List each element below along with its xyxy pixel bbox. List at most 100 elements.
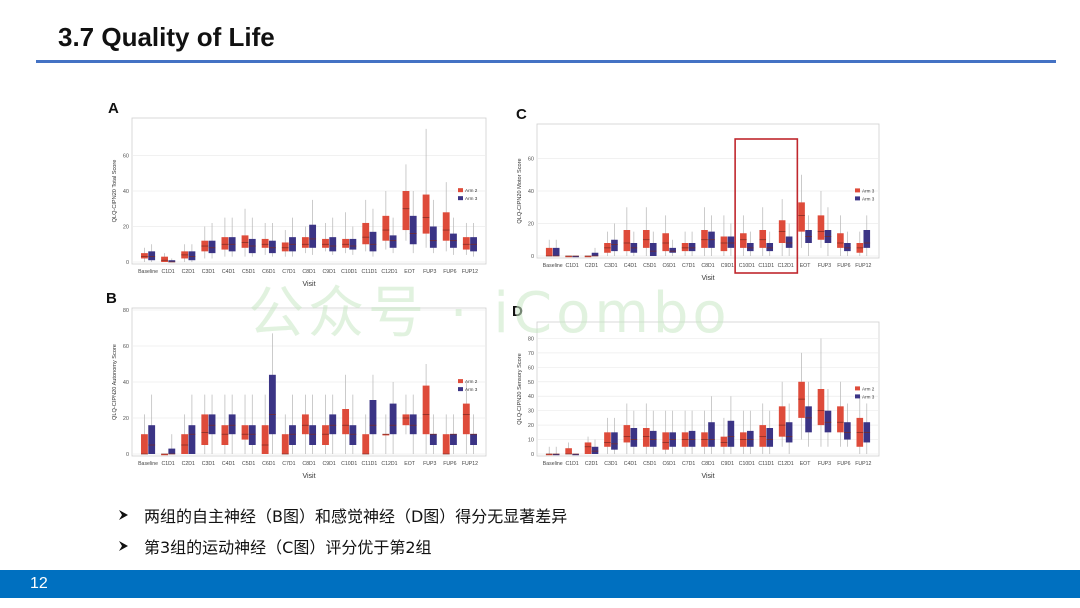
x-tick-label: C2D1 (182, 269, 195, 275)
legend-swatch (855, 196, 860, 201)
chart-panel-a: 0 20 40 60 Baseline C1D1 C2D1 C3D1 C4D1 C5D1 C6D1 C… (112, 117, 487, 288)
box (805, 406, 812, 433)
box (591, 252, 599, 256)
y-axis-label: QLQ-CIPN20 Motor Score (517, 158, 523, 223)
box (591, 446, 599, 454)
box (188, 251, 196, 261)
x-tick-label: Baseline (138, 269, 158, 275)
x-tick-label: C2D1 (585, 461, 598, 467)
x-tick-label: FUP12 (855, 461, 871, 467)
box (248, 425, 256, 445)
box (268, 240, 276, 254)
x-tick-label: C2D1 (585, 263, 598, 269)
box (281, 242, 289, 252)
box (837, 233, 844, 248)
x-tick-label: C11D1 (758, 461, 774, 467)
legend-swatch (855, 386, 860, 391)
x-tick-label: C7D1 (682, 461, 695, 467)
box (442, 212, 450, 241)
x-tick-label: C6D1 (262, 461, 275, 467)
x-tick-label: C4D1 (222, 269, 235, 275)
box (642, 428, 650, 447)
box (362, 434, 370, 454)
box (662, 432, 669, 450)
box (727, 236, 735, 248)
x-tick-label: EOT (404, 461, 415, 467)
legend-swatch (458, 379, 463, 384)
box (228, 414, 236, 435)
box (450, 434, 457, 445)
box (623, 425, 631, 443)
x-tick-label: C10D1 (341, 269, 357, 275)
box (470, 434, 477, 445)
y-tick-label: 60 (123, 344, 129, 350)
box (552, 247, 560, 256)
x-axis-label: Visit (701, 473, 714, 480)
x-tick-label: FUP6 (443, 461, 456, 467)
x-tick-label: C8D1 (701, 461, 714, 467)
x-tick-label: C9D1 (322, 269, 335, 275)
x-tick-label: FUP12 (462, 269, 478, 275)
box (565, 448, 572, 454)
chart-panel-b: 0 20 40 60 80 Baseline C1D1 C2D1 C3D1 C4D1 C5D1 C6D… (112, 307, 487, 480)
box (623, 230, 631, 252)
box (565, 256, 572, 258)
box (241, 425, 249, 440)
legend-label: Arm 2 (465, 188, 478, 193)
x-tick-label: C6D1 (663, 263, 676, 269)
box (727, 420, 735, 447)
box (382, 434, 390, 436)
x-tick-label: EOT (404, 269, 415, 275)
x-tick-label: C9D1 (322, 461, 335, 467)
box (681, 243, 689, 252)
legend-swatch (855, 394, 860, 399)
box (817, 389, 825, 426)
x-tick-label: FUP3 (818, 461, 831, 467)
box (545, 454, 553, 456)
box (552, 454, 560, 456)
box (409, 215, 417, 245)
box (382, 215, 390, 241)
footer-bar (0, 570, 1080, 598)
y-tick-label: 40 (123, 380, 129, 386)
x-tick-label: FUP6 (837, 461, 850, 467)
x-axis-label: Visit (701, 275, 714, 282)
x-tick-label: FUP3 (423, 461, 436, 467)
box (759, 425, 767, 447)
box (161, 256, 168, 262)
box (837, 406, 844, 433)
box (572, 256, 579, 258)
x-tick-label: C12D1 (778, 263, 794, 269)
watermark-text: 公众号 · iCombo (248, 281, 731, 346)
x-tick-label: C10D1 (739, 461, 755, 467)
x-tick-label: C3D1 (202, 269, 215, 275)
legend-swatch (458, 387, 463, 392)
x-tick-label: C8D1 (302, 461, 315, 467)
y-tick-label: 80 (123, 308, 129, 314)
box (817, 215, 825, 240)
x-tick-label: FUP3 (423, 269, 436, 275)
legend-label: Arm 3 (862, 188, 875, 193)
box (148, 251, 156, 261)
y-tick-label: 0 (126, 452, 129, 458)
title-rule (36, 60, 1056, 63)
box (342, 409, 350, 435)
box (720, 236, 728, 252)
y-tick-label: 30 (528, 409, 534, 415)
box (329, 414, 337, 435)
box (611, 432, 618, 450)
panel-letter-c: C (516, 106, 527, 123)
box (148, 425, 156, 454)
box (362, 222, 370, 245)
legend-label: Arm 3 (862, 196, 875, 201)
x-tick-label: C5D1 (242, 461, 255, 467)
box (409, 414, 417, 435)
legend-label: Arm 3 (465, 196, 478, 201)
x-tick-label: C7D1 (282, 461, 295, 467)
legend-swatch (458, 188, 463, 193)
box (289, 425, 296, 445)
arrow-bullet-icon (119, 510, 128, 520)
panel-letter-a: A (108, 100, 119, 117)
chart-panel-c: 0 20 40 60 Baseline C1D1 C2D1 C3D1 C4D1 C5D1 C6D1 C… (517, 123, 880, 282)
box (322, 425, 329, 445)
